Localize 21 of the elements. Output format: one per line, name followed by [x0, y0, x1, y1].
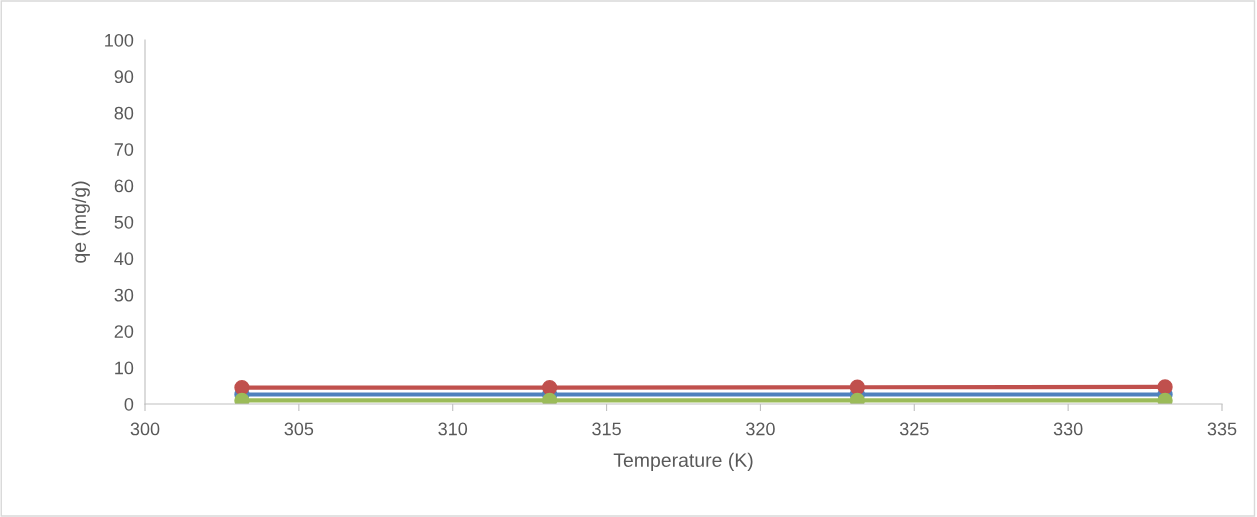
y-axis-title: qe (mg/g)	[71, 181, 90, 263]
y-tick-label: 0	[124, 397, 134, 411]
y-tick-label: 80	[114, 106, 134, 120]
x-tick-label: 330	[1053, 422, 1083, 436]
x-tick-label: 310	[438, 422, 468, 436]
x-tick-label: 300	[130, 422, 160, 436]
x-tick-label: 315	[592, 422, 621, 436]
y-tick-label: 10	[115, 361, 134, 375]
y-tick-label: 90	[114, 70, 134, 84]
y-tick-label: 50	[114, 215, 134, 229]
x-tick-label: 335	[1207, 422, 1237, 436]
y-tick-label: 100	[105, 33, 134, 47]
x-tick-label: 320	[746, 422, 775, 436]
y-tick-label: 30	[114, 288, 134, 302]
y-tick-label: 20	[114, 325, 134, 338]
y-tick-label: 60	[114, 179, 134, 193]
y-tick-label: 70	[114, 143, 134, 156]
x-tick-label: 325	[899, 422, 929, 436]
x-tick-label: 305	[284, 422, 314, 436]
y-tick-label: 40	[114, 252, 134, 266]
x-axis-title: Temperature (K)	[613, 452, 753, 471]
